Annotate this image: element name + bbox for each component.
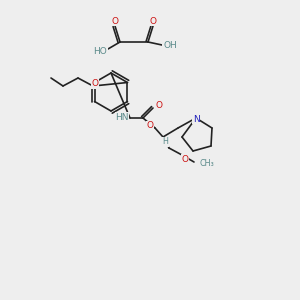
Text: O: O	[146, 122, 154, 130]
Text: OH: OH	[163, 41, 177, 50]
Text: HO: HO	[93, 47, 107, 56]
Text: CH₃: CH₃	[199, 158, 214, 167]
Text: HN: HN	[115, 112, 129, 122]
Text: O: O	[112, 16, 118, 26]
Text: O: O	[182, 154, 188, 164]
Text: N: N	[193, 115, 200, 124]
Text: H: H	[162, 137, 168, 146]
Text: O: O	[155, 101, 163, 110]
Text: O: O	[92, 80, 98, 88]
Text: O: O	[149, 16, 157, 26]
